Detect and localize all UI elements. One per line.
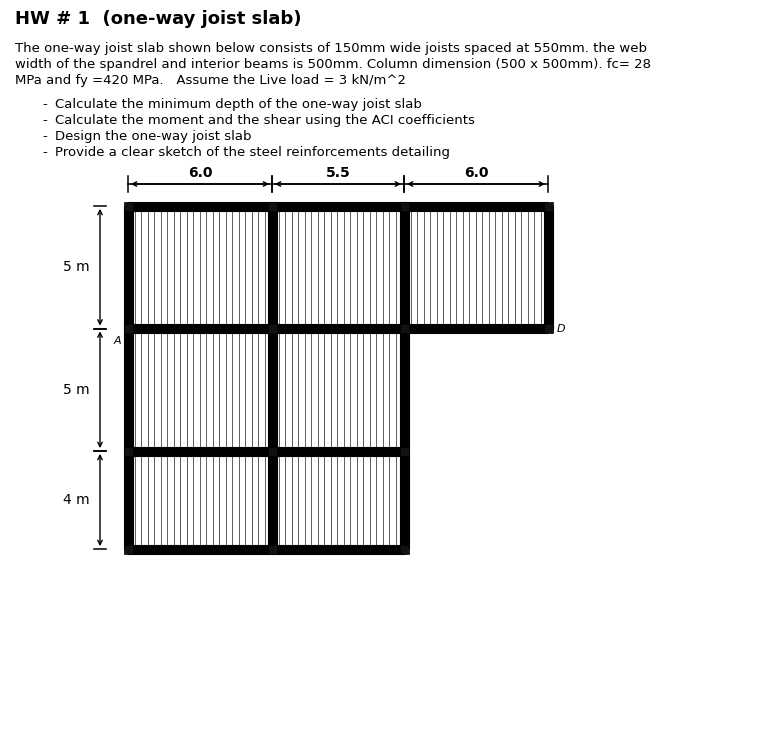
- Text: Calculate the moment and the shear using the ACI coefficients: Calculate the moment and the shear using…: [55, 114, 475, 127]
- Bar: [268, 206, 277, 549]
- Text: 6.0: 6.0: [188, 166, 212, 180]
- Text: Calculate the minimum depth of the one-way joist slab: Calculate the minimum depth of the one-w…: [55, 98, 422, 111]
- Bar: [400, 545, 409, 553]
- Text: B: B: [268, 336, 276, 345]
- Text: 4 m: 4 m: [63, 493, 90, 507]
- Text: 6.0: 6.0: [464, 166, 488, 180]
- Text: width of the spandrel and interior beams is 500mm. Column dimension (500 x 500mm: width of the spandrel and interior beams…: [15, 58, 651, 71]
- Text: -: -: [42, 98, 47, 111]
- Bar: [123, 447, 132, 456]
- Bar: [400, 324, 409, 333]
- Bar: [543, 324, 553, 333]
- Text: HW # 1  (one-way joist slab): HW # 1 (one-way joist slab): [15, 10, 302, 28]
- Text: D: D: [557, 324, 565, 333]
- Bar: [268, 202, 277, 210]
- Text: MPa and fy =420 MPa.   Assume the Live load = 3 kN/m^2: MPa and fy =420 MPa. Assume the Live loa…: [15, 74, 406, 87]
- Bar: [128, 328, 404, 451]
- Text: A: A: [113, 336, 121, 345]
- Bar: [268, 447, 277, 456]
- Bar: [123, 545, 132, 553]
- Bar: [543, 202, 553, 210]
- Bar: [123, 324, 132, 333]
- Bar: [400, 447, 409, 456]
- Bar: [128, 206, 548, 328]
- Bar: [128, 324, 548, 333]
- Bar: [128, 451, 404, 549]
- Text: 5 m: 5 m: [63, 261, 90, 275]
- Bar: [268, 545, 277, 553]
- Text: C: C: [400, 336, 408, 345]
- Text: Provide a clear sketch of the steel reinforcements detailing: Provide a clear sketch of the steel rein…: [55, 146, 450, 159]
- Bar: [268, 324, 277, 333]
- Bar: [128, 545, 404, 553]
- Bar: [123, 206, 132, 549]
- Text: 5 m: 5 m: [63, 383, 90, 397]
- Text: 5.5: 5.5: [325, 166, 350, 180]
- Bar: [128, 202, 548, 210]
- Text: -: -: [42, 130, 47, 143]
- Text: -: -: [42, 114, 47, 127]
- Bar: [128, 447, 404, 456]
- Bar: [123, 202, 132, 210]
- Bar: [400, 202, 409, 210]
- Text: The one-way joist slab shown below consists of 150mm wide joists spaced at 550mm: The one-way joist slab shown below consi…: [15, 42, 647, 55]
- Bar: [400, 206, 409, 549]
- Text: -: -: [42, 146, 47, 159]
- Bar: [543, 206, 553, 328]
- Text: Design the one-way joist slab: Design the one-way joist slab: [55, 130, 252, 143]
